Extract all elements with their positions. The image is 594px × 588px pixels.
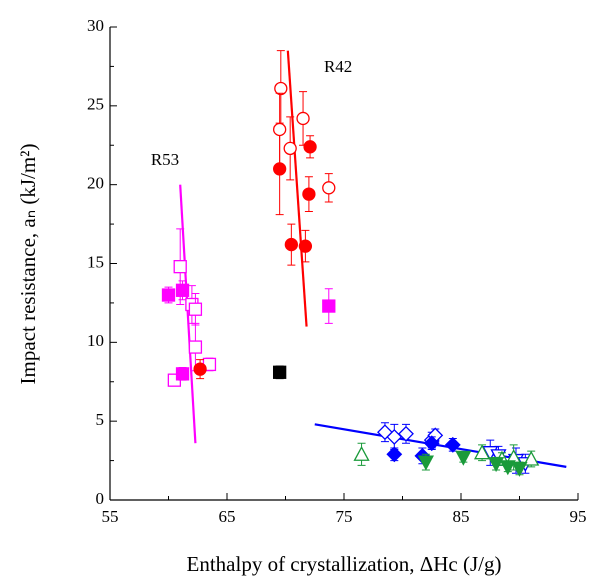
y-tick-label: 15	[87, 252, 104, 271]
point	[188, 340, 203, 354]
point	[423, 435, 440, 452]
annotation: R53	[151, 150, 179, 169]
point	[296, 111, 310, 126]
y-tick-label: 10	[87, 331, 104, 350]
fit-line	[179, 184, 197, 444]
x-tick-label: 95	[570, 507, 587, 526]
y-tick-label: 30	[87, 16, 104, 35]
point	[386, 446, 403, 463]
point	[353, 445, 370, 461]
point	[284, 237, 299, 252]
point	[455, 450, 472, 466]
point	[272, 365, 287, 379]
annotation: R42	[324, 57, 352, 76]
point	[173, 260, 187, 274]
point	[417, 455, 434, 471]
y-axis-title: Impact resistance, aₙ (kJ/m²)	[16, 144, 40, 385]
x-tick-label: 85	[453, 507, 470, 526]
x-tick-label: 55	[102, 507, 119, 526]
point	[488, 457, 505, 473]
point	[274, 81, 288, 96]
point	[283, 141, 297, 156]
y-tick-label: 25	[87, 95, 104, 114]
point	[175, 283, 190, 297]
point	[302, 187, 316, 201]
point	[303, 140, 317, 154]
x-axis-title: Enthalpy of crystallization, ΔHc (J/g)	[187, 552, 502, 576]
point	[193, 362, 207, 376]
point	[473, 444, 491, 460]
y-tick-label: 5	[96, 410, 105, 429]
point	[272, 122, 287, 137]
point	[511, 461, 528, 477]
point	[322, 181, 336, 195]
x-tick-label: 65	[219, 507, 236, 526]
point	[398, 425, 414, 442]
x-tick-label: 75	[336, 507, 353, 526]
y-tick-label: 20	[87, 174, 104, 193]
point	[175, 367, 190, 381]
point	[499, 460, 516, 476]
point	[322, 299, 336, 313]
y-tick-label: 0	[96, 489, 105, 508]
point	[188, 302, 203, 316]
point	[523, 450, 540, 466]
point	[298, 239, 313, 253]
point	[444, 436, 461, 453]
fit-line	[286, 50, 308, 327]
point	[161, 288, 176, 302]
